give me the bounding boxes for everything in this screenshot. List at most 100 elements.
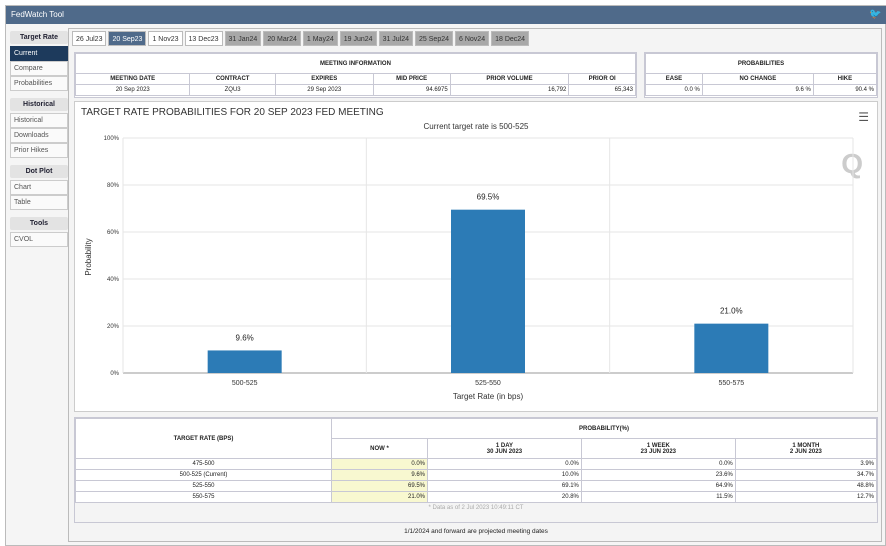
y-tick-label: 60% <box>107 230 120 236</box>
column-header: PRIOR VOLUME <box>449 73 570 85</box>
column-header: HIKE <box>812 73 878 85</box>
probability-cell: 0.0% <box>331 458 428 470</box>
sidebar-item-table[interactable]: Table <box>10 195 68 210</box>
target-rate-cell: 550-575 <box>75 491 332 503</box>
sidebar: Target Rate Current Compare Probabilities Hi… <box>10 30 68 247</box>
group-header: PROBABILITY(%) <box>331 418 877 439</box>
column-header: MEETING DATE <box>74 73 191 85</box>
target-rate-cell: 475-500 <box>75 458 332 470</box>
footer-note: 1/1/2024 and forward are projected meeti… <box>404 528 548 535</box>
probability-cell: 21.0% <box>331 491 428 503</box>
table-row: 525-550 69.5% 69.1% 64.9% 48.8% <box>75 480 878 492</box>
data-label: 69.5% <box>477 193 500 202</box>
meeting-info-value: 20 Sep 2023 <box>74 84 191 96</box>
tab-meeting[interactable]: 13 Dec23 <box>184 31 223 46</box>
spacer <box>10 210 68 216</box>
y-tick-label: 80% <box>107 183 120 189</box>
probability-value: 0.0 % <box>645 84 703 96</box>
y-axis-label: Probability <box>84 238 93 275</box>
sidebar-item-current[interactable]: Current <box>10 46 68 61</box>
watermark-q-icon: Q <box>841 148 863 179</box>
tab-meeting[interactable]: 1 Nov23 <box>148 31 183 46</box>
sidebar-item-prior-hikes[interactable]: Prior Hikes <box>10 143 68 158</box>
probability-cell: 12.7% <box>734 491 878 503</box>
probability-cell: 11.5% <box>580 491 736 503</box>
probability-value: 90.4 % <box>812 84 878 96</box>
column-header: NO CHANGE <box>701 73 814 85</box>
twitter-icon[interactable]: 🐦 <box>869 9 882 20</box>
column-header: TARGET RATE (BPS) <box>75 418 332 459</box>
column-date: 2 JUN 2023 <box>789 448 822 455</box>
column-label: 1 WEEK <box>646 442 670 449</box>
meeting-info-box: MEETING INFORMATION MEETING DATE CONTRACT E… <box>74 52 637 98</box>
app-header: FedWatch Tool 🐦 <box>6 6 886 24</box>
sidebar-item-chart[interactable]: Chart <box>10 180 68 195</box>
column-header: MID PRICE <box>372 73 451 85</box>
sidebar-item-cvol[interactable]: CVOL <box>10 232 68 247</box>
probability-cell: 20.8% <box>427 491 582 503</box>
probability-cell: 3.9% <box>734 458 878 470</box>
probability-cell: 0.0% <box>580 458 736 470</box>
tab-meeting[interactable]: 20 Sep23 <box>108 31 147 46</box>
sidebar-header: Historical <box>10 98 68 111</box>
y-tick-label: 0% <box>110 371 119 377</box>
column-date: 30 JUN 2023 <box>486 448 523 455</box>
y-tick-label: 40% <box>107 277 120 283</box>
target-rate-cell: 500-525 (Current) <box>75 469 332 481</box>
tab-meeting[interactable]: 18 Dec24 <box>491 31 530 46</box>
menu-icon[interactable]: ☰ <box>858 110 869 124</box>
probability-cell: 34.7% <box>734 469 878 481</box>
probabilities-title: PROBABILITIES <box>645 53 877 74</box>
probability-cell: 0.0% <box>427 458 582 470</box>
column-header: 1 WEEK 23 JUN 2023 <box>580 438 736 459</box>
x-tick-label: 525-550 <box>475 380 501 387</box>
probability-cell: 69.5% <box>331 480 428 492</box>
x-tick-label: 500-525 <box>232 380 258 387</box>
tab-meeting[interactable]: 31 Jul24 <box>378 31 414 46</box>
meeting-info-value: 65,343 <box>568 84 636 96</box>
chart-title: TARGET RATE PROBABILITIES FOR 20 SEP 202… <box>81 107 384 118</box>
data-label: 21.0% <box>720 307 743 316</box>
x-tick-label: 550-575 <box>718 380 744 387</box>
probability-cell: 9.6% <box>331 469 428 481</box>
chart-panel: TARGET RATE PROBABILITIES FOR 20 SEP 202… <box>74 101 878 412</box>
column-header: EASE <box>645 73 703 85</box>
sidebar-item-compare[interactable]: Compare <box>10 61 68 76</box>
chart-subtitle: Current target rate is 500-525 <box>423 122 529 131</box>
sidebar-header: Tools <box>10 217 68 230</box>
column-header: 1 DAY 30 JUN 2023 <box>427 438 582 459</box>
tab-meeting[interactable]: 31 Jan24 <box>224 31 262 46</box>
probability-cell: 23.6% <box>580 469 736 481</box>
probability-value: 9.6 % <box>701 84 814 96</box>
tab-meeting[interactable]: 19 Jun24 <box>339 31 377 46</box>
spacer <box>10 91 68 97</box>
data-timestamp-note: * Data as of 2 Jul 2023 10:49:11 CT <box>428 505 524 511</box>
target-rate-cell: 525-550 <box>75 480 332 492</box>
app-title: FedWatch Tool <box>11 10 64 19</box>
sidebar-item-probabilities[interactable]: Probabilities <box>10 76 68 91</box>
tab-meeting[interactable]: 26 Jul23 <box>72 31 107 46</box>
table-row: 500-525 (Current) 9.6% 10.0% 23.6% 34.7% <box>75 469 878 481</box>
sidebar-item-historical[interactable]: Historical <box>10 113 68 128</box>
sidebar-header: Target Rate <box>10 31 68 44</box>
column-date: 23 JUN 2023 <box>640 448 677 455</box>
probabilities-box: PROBABILITIES EASE NO CHANGE HIKE 0.0 % 9.6 %… <box>644 52 878 98</box>
meeting-info-title: MEETING INFORMATION <box>75 53 636 74</box>
tab-meeting[interactable]: 6 Nov24 <box>455 31 490 46</box>
y-tick-label: 100% <box>104 136 120 142</box>
bar[interactable] <box>207 350 282 373</box>
tab-meeting[interactable]: 1 May24 <box>302 31 338 46</box>
bar[interactable] <box>451 209 525 373</box>
bar-chart: 0% 20% 40% 60% 80% 100% 9.6% 500-525 69.5% 525-55… <box>84 136 854 401</box>
meeting-tabs: 26 Jul23 20 Sep23 1 Nov23 13 Dec23 31 Jan24 2… <box>72 31 530 46</box>
column-label: 1 MONTH <box>792 442 820 449</box>
data-label: 9.6% <box>236 333 254 342</box>
bar[interactable] <box>694 323 769 373</box>
tab-meeting[interactable]: 20 Mar24 <box>263 31 301 46</box>
spacer <box>10 158 68 164</box>
meeting-info-value: 94.6975 <box>372 84 451 96</box>
column-header: EXPIRES <box>274 73 374 85</box>
tab-meeting[interactable]: 25 Sep24 <box>415 31 454 46</box>
meeting-info-value: 16,792 <box>449 84 570 96</box>
sidebar-item-downloads[interactable]: Downloads <box>10 128 68 143</box>
